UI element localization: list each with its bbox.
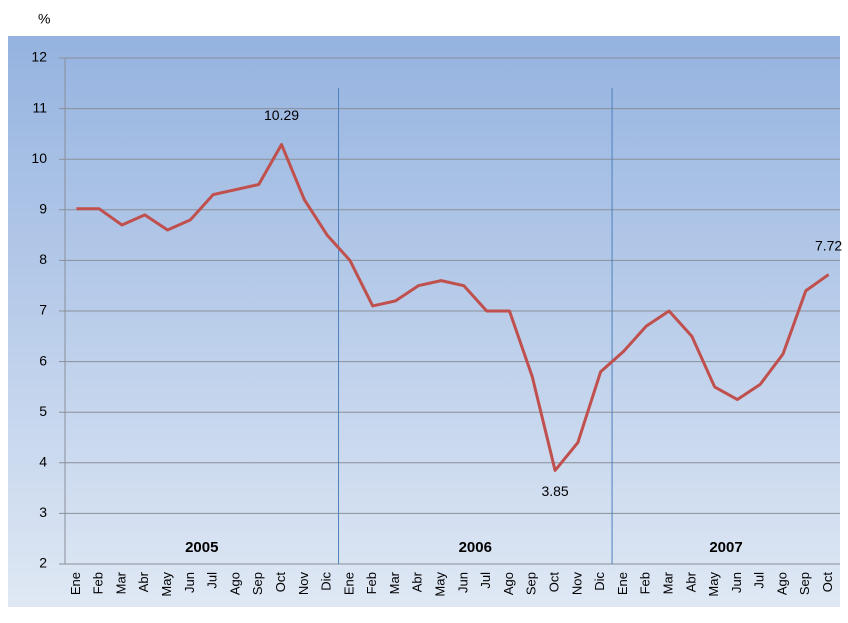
- y-tick-label: 2: [39, 555, 47, 571]
- x-tick-label: Ago: [774, 572, 789, 595]
- x-tick-label: Jul: [205, 572, 220, 589]
- x-tick-label: Ene: [615, 572, 630, 595]
- y-tick-label: 4: [39, 454, 47, 470]
- x-tick-label: Dic: [319, 572, 334, 591]
- y-tick-label: 9: [39, 201, 47, 217]
- x-tick-label: Oct: [547, 572, 562, 593]
- x-tick-label: Ago: [501, 572, 516, 595]
- x-tick-label: Nov: [296, 572, 311, 596]
- x-tick-label: Feb: [638, 572, 653, 594]
- x-tick-label: Sep: [250, 572, 265, 595]
- y-tick-label: 10: [31, 150, 47, 166]
- y-tick-label: 5: [39, 403, 47, 419]
- chart-background: [8, 36, 840, 607]
- y-tick-label: 3: [39, 504, 47, 520]
- x-tick-label: Jun: [455, 572, 470, 593]
- y-tick-label: 7: [39, 302, 47, 318]
- x-tick-label: May: [159, 572, 174, 597]
- x-tick-label: May: [706, 572, 721, 597]
- x-tick-label: Nov: [569, 572, 584, 596]
- group-label: 2007: [709, 539, 742, 556]
- x-tick-label: Mar: [387, 571, 402, 594]
- x-tick-label: Mar: [660, 571, 675, 594]
- x-tick-label: Ene: [68, 572, 83, 595]
- x-tick-label: Abr: [136, 571, 151, 592]
- x-tick-label: Oct: [273, 572, 288, 593]
- group-label: 2005: [185, 539, 218, 556]
- data-line: [76, 143, 830, 472]
- data-label: 3.85: [541, 483, 568, 499]
- y-tick-label: 6: [39, 352, 47, 368]
- x-tick-label: Oct: [820, 572, 835, 593]
- y-tick-label: 8: [39, 251, 47, 267]
- x-tick-label: Sep: [797, 572, 812, 595]
- y-axis-label: %: [38, 11, 50, 27]
- x-tick-label: Abr: [683, 571, 698, 592]
- x-tick-label: Mar: [113, 571, 128, 594]
- group-label: 2006: [459, 539, 492, 556]
- x-tick-label: Sep: [524, 572, 539, 595]
- x-tick-label: Jul: [752, 572, 767, 589]
- x-tick-label: May: [433, 572, 448, 597]
- x-tick-label: Feb: [91, 572, 106, 594]
- data-label: 10.29: [264, 107, 299, 123]
- x-tick-label: Ago: [227, 572, 242, 595]
- y-tick-label: 12: [31, 49, 47, 65]
- x-tick-label: Feb: [364, 572, 379, 594]
- x-tick-label: Dic: [592, 572, 607, 591]
- x-tick-label: Jun: [182, 572, 197, 593]
- data-label: 7.72: [815, 237, 842, 253]
- x-tick-label: Ene: [341, 572, 356, 595]
- x-tick-label: Abr: [410, 571, 425, 592]
- x-tick-label: Jun: [729, 572, 744, 593]
- x-tick-label: Jul: [478, 572, 493, 589]
- y-tick-label: 11: [32, 99, 47, 115]
